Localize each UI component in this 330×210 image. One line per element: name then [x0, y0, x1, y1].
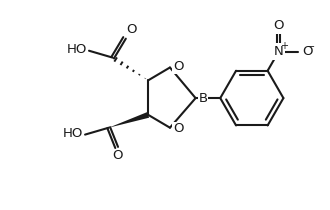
Text: +: + [280, 41, 288, 51]
Text: O: O [113, 149, 123, 162]
Text: −: − [307, 42, 315, 52]
Text: O: O [173, 60, 183, 73]
Polygon shape [109, 112, 149, 128]
Text: N: N [274, 45, 283, 58]
Text: O: O [173, 122, 183, 135]
Text: O: O [273, 19, 284, 32]
Text: B: B [199, 92, 208, 105]
Text: O: O [302, 45, 313, 58]
Text: O: O [126, 23, 137, 36]
Text: HO: HO [63, 127, 83, 140]
Text: HO: HO [67, 43, 87, 56]
